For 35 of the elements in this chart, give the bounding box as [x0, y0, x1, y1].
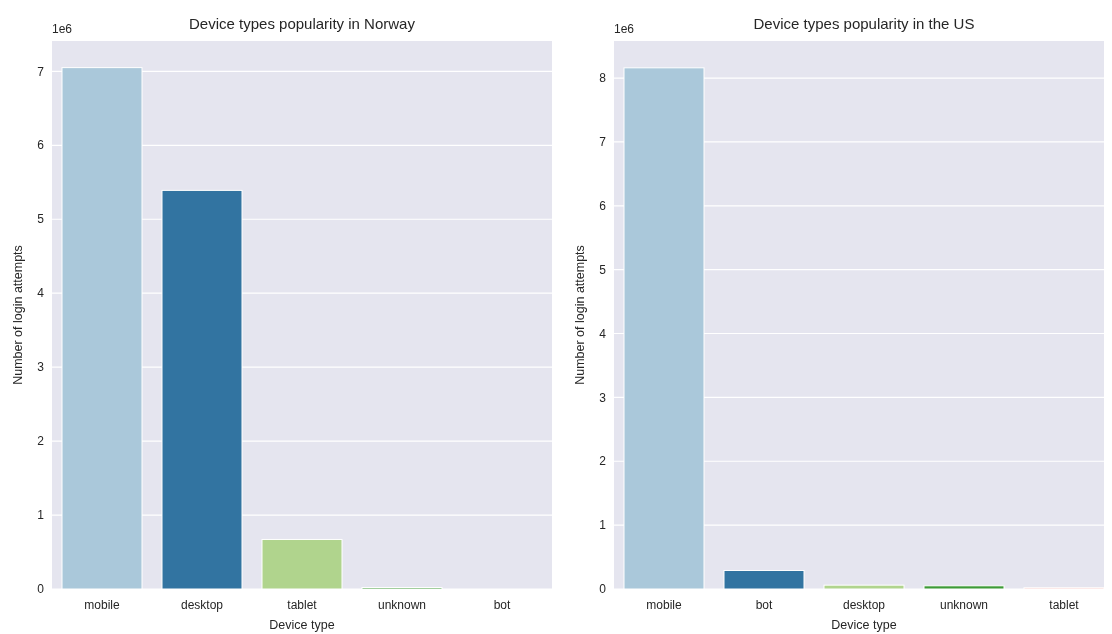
y-tick-label: 1	[37, 508, 45, 523]
y-axis-title: Number of login attempts	[573, 245, 587, 385]
x-tick-label: bot	[493, 598, 511, 612]
y-tick-label: 3	[37, 360, 45, 375]
x-axis-title: Device type	[269, 618, 335, 632]
y-tick-label: 6	[599, 198, 607, 213]
y-tick-label: 4	[599, 326, 607, 341]
text: 1e6	[52, 22, 73, 36]
x-tick-label: tablet	[287, 598, 318, 612]
x-tick-label: mobile	[646, 598, 682, 612]
chart-title: Device types popularity in the US	[753, 15, 975, 32]
y-tick-label: 3	[599, 390, 607, 405]
x-tick-label: bot	[755, 598, 773, 612]
y-tick-label: 4	[37, 286, 45, 301]
x-axis-title: Device type	[831, 618, 897, 632]
text: 1e6	[614, 22, 635, 36]
chart-title: Device types popularity in Norway	[189, 15, 416, 32]
x-tick-label: unknown	[377, 598, 427, 612]
y-tick-label: 0	[599, 582, 607, 597]
x-tick-label: mobile	[84, 598, 120, 612]
y-tick-label: 5	[599, 262, 607, 277]
x-tick-label: tablet	[1049, 598, 1080, 612]
y-tick-label: 6	[37, 138, 45, 153]
x-tick-label: unknown	[939, 598, 989, 612]
x-tick-label: desktop	[180, 598, 224, 612]
y-tick-label: 5	[37, 212, 45, 227]
y-tick-label: 7	[37, 64, 45, 79]
y-tick-label: 8	[599, 71, 607, 86]
y-tick-label: 2	[37, 434, 45, 449]
x-tick-label: desktop	[842, 598, 886, 612]
y-tick-label: 0	[37, 582, 45, 597]
y-axis-title: Number of login attempts	[11, 245, 25, 385]
y-tick-label: 2	[599, 454, 607, 469]
y-tick-label: 1	[599, 518, 607, 533]
y-tick-label: 7	[599, 135, 607, 150]
